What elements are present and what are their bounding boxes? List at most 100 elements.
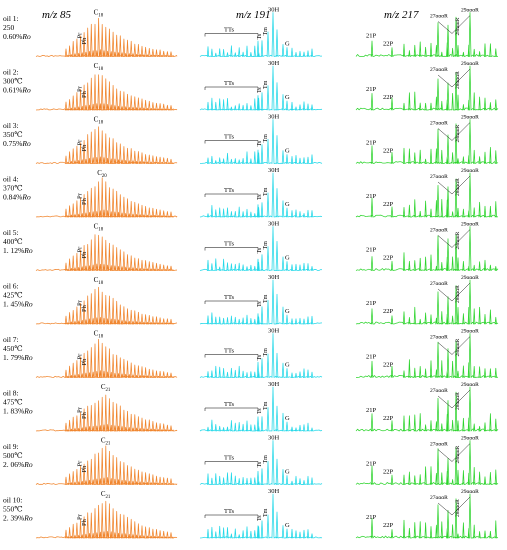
trace-mz191 xyxy=(199,12,323,57)
tts-bracket xyxy=(204,300,259,304)
peak-label-28r: 28αααR xyxy=(455,231,461,249)
peak-label-ts: Ts xyxy=(257,194,263,200)
peak-label-ph: Ph xyxy=(81,251,88,259)
peak-label-29r: 29αααR xyxy=(461,382,479,388)
peak-label-28r: 28αααR xyxy=(455,17,461,35)
peak-label-g: G xyxy=(285,201,290,208)
trace-mz217 xyxy=(355,386,499,432)
peak-label-ts: Ts xyxy=(257,140,263,146)
peak-label-21p: 21P xyxy=(366,407,377,414)
sample-maturity-ro: 0.61%Ro xyxy=(3,86,31,95)
peak-label-22p: 22P xyxy=(383,148,394,155)
sterane-bracket xyxy=(437,443,471,462)
peak-label-tm: Tm xyxy=(263,455,269,464)
peak-label-21p: 21P xyxy=(366,461,377,468)
peak-label-tts: TTs xyxy=(224,27,234,34)
trace-mz191 xyxy=(199,65,323,111)
tts-bracket xyxy=(204,247,259,251)
peak-label-pr: Pr xyxy=(76,32,83,39)
trace-mz85 xyxy=(35,17,178,57)
tts-bracket xyxy=(204,33,259,37)
peak-label-carbon: C18 xyxy=(94,116,104,126)
peak-label-22p: 22P xyxy=(383,41,394,48)
trace-mz85 xyxy=(35,234,178,271)
trace-mz85 xyxy=(35,286,178,325)
sample-maturity-ro: 0.60%Ro xyxy=(3,32,31,41)
tts-bracket xyxy=(204,193,259,197)
sample-maturity-ro: 1. 83%Ro xyxy=(3,407,33,416)
peak-label-carbon: C18 xyxy=(94,9,104,19)
peak-label-22p: 22P xyxy=(383,362,394,369)
peak-label-27r: 27αααR xyxy=(430,442,448,448)
sample-name: oil 10: xyxy=(3,496,22,505)
sample-name: oil 4: xyxy=(3,175,19,184)
peak-label-g: G xyxy=(285,522,290,529)
sample-temperature: 450℃ xyxy=(3,344,23,353)
sample-name: oil 8: xyxy=(3,389,19,398)
peak-label-g: G xyxy=(285,255,290,262)
peak-label-29r: 29αααR xyxy=(461,115,479,121)
peak-label-ts: Ts xyxy=(257,87,263,93)
peak-label-27r: 27αααR xyxy=(430,281,448,287)
peak-label-tts: TTs xyxy=(224,455,234,462)
peak-label-ts: Ts xyxy=(257,408,263,414)
peak-label-29r: 29αααR xyxy=(461,436,479,442)
peak-label-tm: Tm xyxy=(263,348,269,357)
peak-label-pr: Pr xyxy=(76,513,83,520)
peak-label-pr: Pr xyxy=(76,406,83,413)
peak-label-28r: 28αααR xyxy=(455,392,461,410)
peak-label-pr: Pr xyxy=(76,299,83,306)
peak-label-21p: 21P xyxy=(366,514,377,521)
trace-mz217 xyxy=(355,119,499,164)
peak-label-21p: 21P xyxy=(366,140,377,147)
sample-name: oil 3: xyxy=(3,121,19,130)
peak-label-tts: TTs xyxy=(224,348,234,355)
sample-temperature: 400℃ xyxy=(3,237,23,246)
sample-temperature: 550℃ xyxy=(3,505,23,514)
column-header-mz217: m/z 217 xyxy=(384,9,419,21)
trace-mz85 xyxy=(35,177,178,218)
peak-label-27r: 27αααR xyxy=(430,121,448,127)
sterane-bracket xyxy=(437,229,471,248)
peak-label-28r: 28αααR xyxy=(455,338,461,356)
sterane-bracket xyxy=(437,68,471,88)
peak-label-30h: 30H xyxy=(268,435,280,442)
trace-mz191 xyxy=(199,119,323,164)
sample-name: oil 2: xyxy=(3,68,19,77)
sample-temperature: 500℃ xyxy=(3,451,23,460)
peak-label-pr: Pr xyxy=(76,460,83,467)
trace-mz191 xyxy=(199,386,323,432)
trace-mz85 xyxy=(35,500,178,539)
peak-label-21p: 21P xyxy=(366,300,377,307)
peak-label-tts: TTs xyxy=(224,187,234,194)
peak-label-22p: 22P xyxy=(383,201,394,208)
tts-bracket xyxy=(204,407,259,411)
peak-label-ph: Ph xyxy=(81,465,88,473)
peak-label-pr: Pr xyxy=(76,192,83,199)
peak-label-ts: Ts xyxy=(257,33,263,39)
column-header-mz85: m/z 85 xyxy=(42,9,72,21)
sample-name: oil 9: xyxy=(3,442,19,451)
peak-label-28r: 28αααR xyxy=(455,285,461,303)
peak-label-carbon: C21 xyxy=(101,490,111,500)
peak-label-30h: 30H xyxy=(268,114,280,121)
trace-mz217 xyxy=(355,65,499,111)
tts-bracket xyxy=(204,86,259,90)
peak-label-21p: 21P xyxy=(366,86,377,93)
peak-label-tts: TTs xyxy=(224,401,234,408)
trace-mz191 xyxy=(199,279,323,325)
peak-label-ts: Ts xyxy=(257,301,263,307)
peak-label-28r: 28αααR xyxy=(455,499,461,517)
peak-label-ts: Ts xyxy=(257,354,263,360)
peak-label-29r: 29αααR xyxy=(461,61,479,67)
peak-label-tm: Tm xyxy=(263,27,269,36)
sample-maturity-ro: 0.84%Ro xyxy=(3,193,31,202)
sample-temperature: 425℃ xyxy=(3,291,23,300)
peak-label-29r: 29αααR xyxy=(461,489,479,495)
peak-label-22p: 22P xyxy=(383,415,394,422)
sample-name: oil 6: xyxy=(3,282,19,291)
